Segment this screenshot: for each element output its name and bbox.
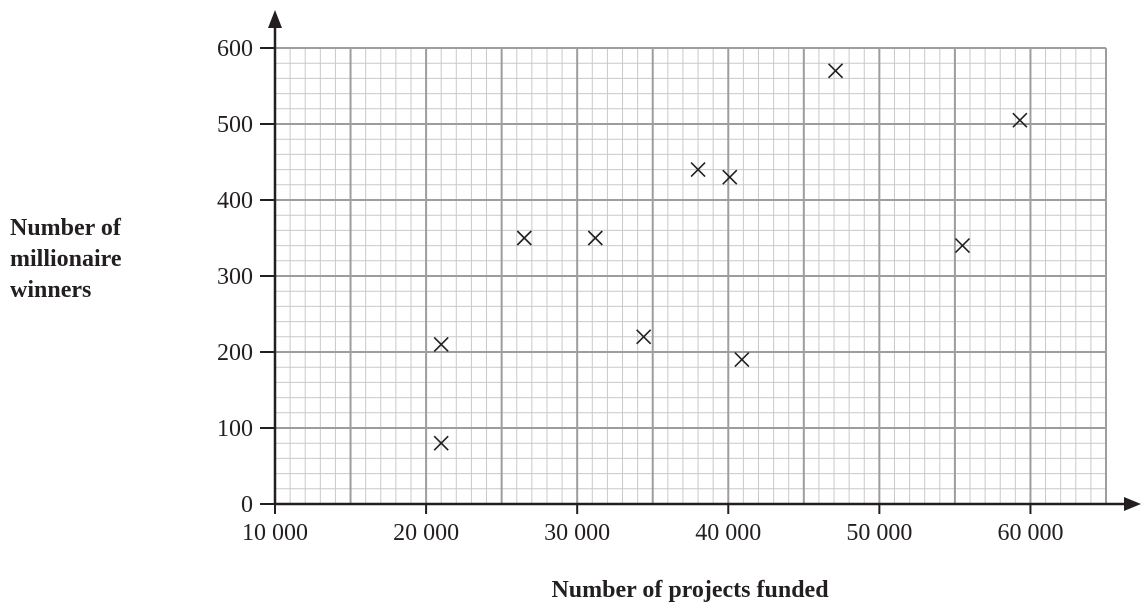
data-point-cross <box>722 169 738 185</box>
y-tick-label: 500 <box>217 112 253 138</box>
y-tick-label: 600 <box>217 36 253 62</box>
y-tick-label: 200 <box>217 340 253 366</box>
x-tick-label: 40 000 <box>695 520 761 546</box>
data-point-cross <box>734 352 750 368</box>
x-tick-label: 20 000 <box>393 520 459 546</box>
x-axis-title: Number of projects funded <box>551 577 829 603</box>
x-tick-label: 50 000 <box>846 520 912 546</box>
x-tick-label: 30 000 <box>544 520 610 546</box>
x-axis-arrow <box>1124 497 1141 511</box>
data-points <box>433 63 1028 451</box>
y-tick-label: 300 <box>217 264 253 290</box>
data-point-cross <box>587 230 603 246</box>
y-tick-label: 0 <box>241 492 253 518</box>
y-tick-label: 100 <box>217 416 253 442</box>
y-axis-arrow <box>268 10 282 28</box>
data-point-cross <box>433 435 449 451</box>
data-point-cross <box>690 162 706 178</box>
y-tick-label: 400 <box>217 188 253 214</box>
y-axis-label-line-2: millionaire <box>10 246 122 272</box>
axes <box>268 10 1141 511</box>
x-tick-label: 60 000 <box>997 520 1063 546</box>
data-point-cross <box>636 329 652 345</box>
major-grid <box>274 47 1107 505</box>
data-point-cross <box>1012 112 1028 128</box>
x-tick-label: 10 000 <box>242 520 308 546</box>
y-axis-label-line-3: winners <box>10 277 92 303</box>
data-point-cross <box>516 230 532 246</box>
data-point-cross <box>827 63 844 79</box>
tick-labels: 0 100 200 300 400 500 600 10 000 20 000 30 000 40 … <box>217 36 1063 546</box>
data-point-cross <box>433 336 449 352</box>
y-axis-label-line-1: Number of <box>10 215 121 241</box>
data-point-cross <box>954 238 971 254</box>
